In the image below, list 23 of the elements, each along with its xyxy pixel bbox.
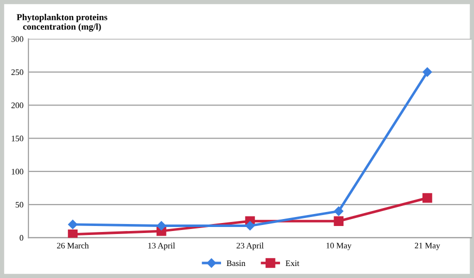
point — [334, 216, 344, 226]
y-tick-label: 200 — [11, 102, 24, 108]
y-tick-label: 0 — [20, 235, 24, 241]
y-tick-label: 150 — [12, 136, 24, 142]
point — [68, 220, 78, 230]
y-tick-label: 250 — [11, 69, 24, 76]
point — [68, 230, 78, 238]
y-tick-label: 50 — [16, 202, 24, 208]
legend-label: Exit — [286, 260, 300, 266]
x-tick-label: 23 April — [236, 242, 264, 250]
y-axis-title: Phytoplankton proteins concentration (mg/l) — [16, 14, 108, 32]
y-tick-label: 300 — [11, 36, 24, 42]
point — [156, 221, 166, 230]
point — [245, 221, 255, 230]
point — [422, 193, 432, 203]
x-tick-label: 26 March — [57, 242, 89, 248]
point — [334, 206, 344, 216]
x-tick-label: 13 April — [148, 242, 176, 250]
x-tick-label: 21 May — [414, 242, 440, 250]
x-tick-label: 10 May — [326, 242, 352, 250]
point — [422, 67, 432, 77]
legend-label: Basin — [226, 260, 246, 266]
y-tick-label: 100 — [12, 168, 24, 174]
